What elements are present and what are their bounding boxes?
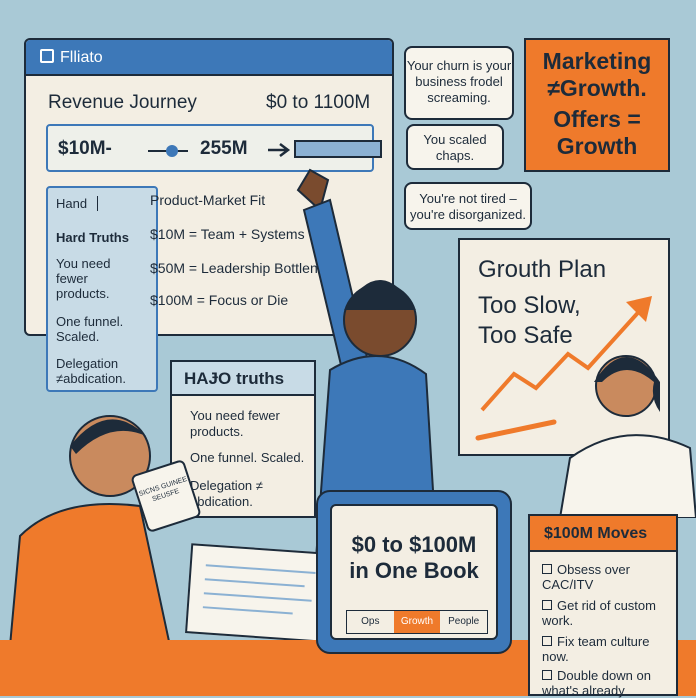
card-line: Marketing bbox=[542, 48, 652, 74]
journey-progress bbox=[294, 140, 382, 158]
paper-line bbox=[205, 564, 316, 574]
arrow-right-icon bbox=[268, 143, 291, 157]
book-title: $0 to $100M in One Book bbox=[332, 532, 496, 584]
move-item: Obsess over CAC/ITV bbox=[542, 562, 672, 592]
paper-line bbox=[202, 606, 293, 615]
revenue-title: Revenue Journey bbox=[48, 92, 197, 113]
move-label: Double down on what's already bbox=[542, 668, 651, 698]
panel-tab: Hand bbox=[56, 196, 99, 211]
truths-header: HAɈO truths bbox=[172, 362, 314, 396]
journey-bar: $10M- 255M bbox=[46, 124, 382, 172]
checkbox-icon[interactable] bbox=[542, 670, 552, 680]
move-item: Get rid of custom work. bbox=[542, 598, 672, 628]
truth-item: Delegation ≠ abdication. bbox=[190, 478, 263, 509]
stage-item: $100M = Focus or Die bbox=[150, 292, 289, 308]
speech-bubble-scaled: You scaled chaps. bbox=[406, 124, 504, 170]
window-titlebar: Flliato bbox=[26, 40, 392, 76]
window-icon bbox=[40, 49, 54, 63]
move-label: Fix team culture now. bbox=[542, 634, 650, 664]
checkbox-icon[interactable] bbox=[542, 564, 552, 574]
growth-title: Grouth Plan bbox=[478, 256, 607, 283]
growth-subtitle: Too Slow, bbox=[478, 292, 581, 319]
speech-bubble-churn: Your churn is your business frodel screa… bbox=[404, 46, 514, 120]
man-drinking-figure bbox=[8, 415, 172, 646]
stage-item: $10M = Team + Systems bbox=[150, 226, 305, 242]
book-title-line: in One Book bbox=[349, 558, 479, 583]
hard-truths-panel: Hand Hard Truths You need fewer products… bbox=[46, 186, 158, 392]
tab-people[interactable]: People bbox=[448, 616, 480, 627]
tab-growth[interactable]: Growth bbox=[393, 611, 441, 633]
panel-item: One funnel. Scaled. bbox=[56, 314, 124, 344]
marketing-growth-card: Marketing ≠Growth. Offers = Growth bbox=[524, 38, 670, 172]
move-label: Obsess over CAC/ITV bbox=[542, 562, 630, 592]
speech-bubble-tired: You're not tired – you're disorganized. bbox=[404, 182, 532, 230]
panel-item: You need fewer products. bbox=[56, 256, 111, 301]
trend-arrow-icon bbox=[480, 296, 652, 412]
growth-plan-board: Grouth Plan Too Slow, Too Safe bbox=[458, 238, 670, 456]
panel-heading: Hard Truths bbox=[56, 230, 129, 245]
book-tablet: $0 to $100M in One Book Ops Growth Peopl… bbox=[316, 490, 512, 654]
move-label: Get rid of custom work. bbox=[542, 598, 656, 628]
revenue-range: $0 to 1100M bbox=[266, 92, 371, 113]
journey-end: 255M bbox=[200, 138, 248, 159]
moves-header: $100M Moves bbox=[530, 516, 676, 552]
panel-item: Delegation ≠abdication. bbox=[56, 356, 127, 386]
truth-item: One funnel. Scaled. bbox=[190, 450, 305, 465]
checkbox-icon[interactable] bbox=[542, 636, 552, 646]
card-line: Growth bbox=[556, 133, 638, 159]
pointer-pen-icon bbox=[475, 419, 557, 441]
book-screen: $0 to $100M in One Book Ops Growth Peopl… bbox=[330, 504, 498, 640]
paper-line bbox=[203, 592, 312, 602]
book-tabs: Ops Growth People bbox=[346, 610, 488, 634]
card-line: Offers = bbox=[553, 106, 641, 132]
journey-start: $10M- bbox=[58, 138, 112, 159]
move-item: Fix team culture now. bbox=[542, 634, 672, 664]
truth-item: You need fewer products. bbox=[190, 408, 280, 439]
desk-paper bbox=[185, 543, 331, 643]
tab-ops[interactable]: Ops bbox=[361, 616, 380, 627]
stage-item: Product-Market Fit bbox=[150, 192, 266, 208]
moves-card: $100M Moves Obsess over CAC/ITV Get rid … bbox=[528, 514, 678, 698]
checkbox-icon[interactable] bbox=[542, 600, 552, 610]
app-name: Flliato bbox=[60, 49, 103, 66]
presenter-woman bbox=[558, 355, 696, 518]
card-line: ≠Growth. bbox=[547, 75, 647, 101]
revenue-window: Flliato Revenue Journey $0 to 1100M $10M… bbox=[24, 38, 394, 392]
hard-truths-card: HAɈO truths You need fewer products. One… bbox=[170, 360, 316, 518]
book-title-line: $0 to $100M bbox=[351, 532, 477, 557]
paper-line bbox=[204, 578, 305, 588]
stage-item: $50M = Leadership Bottlen bbox=[150, 260, 318, 276]
move-item: Double down on what's already bbox=[542, 668, 672, 698]
growth-subtitle: Too Safe bbox=[478, 322, 573, 349]
journey-marker bbox=[166, 145, 178, 157]
